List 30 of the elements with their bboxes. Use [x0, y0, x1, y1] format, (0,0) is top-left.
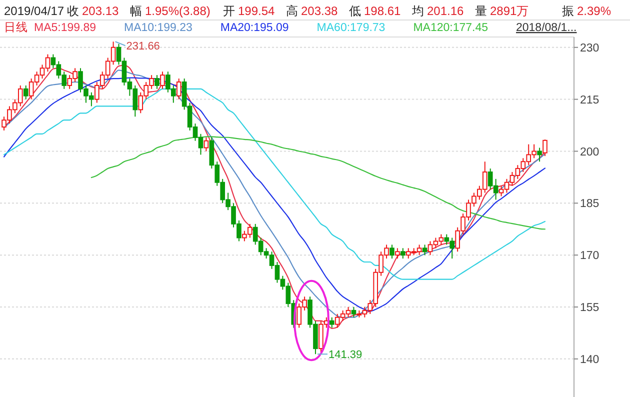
- text: MA20:195.09: [220, 22, 289, 34]
- candlestick: [537, 147, 542, 162]
- candlestick: [351, 306, 356, 318]
- candlestick: [23, 84, 28, 100]
- y-tick-label: 170: [580, 250, 600, 262]
- candlestick: [395, 248, 400, 260]
- text: MA5:199.89: [34, 22, 96, 34]
- chart-title: 2019/04/17 收 203.13 幅 1.95%(3.88) 开 199.54 高 203.38 低 198.61 均 201.16 量 2891万 振 2.39%: [4, 4, 612, 18]
- candlestick: [160, 71, 165, 90]
- text: MA60:179.73: [316, 22, 386, 34]
- legend-title: 日线: [4, 21, 28, 34]
- y-tick-label: 215: [580, 94, 600, 106]
- candlestick: [176, 78, 182, 100]
- text: 2018/08/1...: [516, 22, 577, 34]
- candlestick: [329, 316, 334, 328]
- y-tick-label: 185: [580, 198, 600, 210]
- candlestick: [390, 244, 394, 260]
- candlestick: [154, 74, 160, 90]
- candlestick: [204, 136, 209, 152]
- annotation: 231.66: [126, 40, 160, 53]
- candlestick: [400, 248, 406, 260]
- text: MA10:199.23: [124, 22, 192, 34]
- y-tick-label: 140: [580, 354, 600, 366]
- text: MA120:177.45: [413, 22, 488, 34]
- candlestick: [422, 244, 428, 256]
- candlestick: [542, 139, 548, 157]
- y-tick-label: 200: [580, 146, 600, 158]
- y-tick-label: 230: [580, 42, 600, 54]
- annotation: 141.39: [328, 349, 362, 362]
- y-tick-label: 155: [580, 302, 600, 314]
